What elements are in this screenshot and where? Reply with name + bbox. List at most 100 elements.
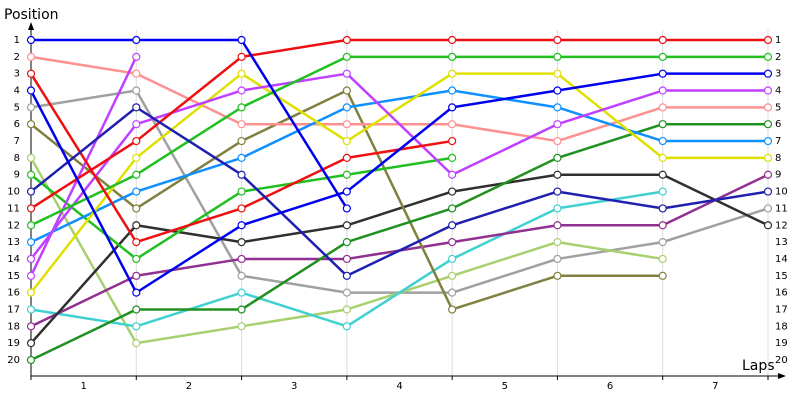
y-tick-label-right: 17 xyxy=(775,304,788,315)
position-marker xyxy=(26,187,36,196)
position-marker xyxy=(237,204,246,213)
position-marker xyxy=(132,170,141,179)
position-marker xyxy=(763,52,773,61)
position-marker xyxy=(553,153,562,162)
y-tick-label-right: 14 xyxy=(775,254,788,265)
y-tick-label-right: 16 xyxy=(775,288,788,299)
position-marker xyxy=(553,221,562,230)
position-marker xyxy=(132,187,141,196)
position-marker xyxy=(26,339,36,348)
position-marker xyxy=(237,238,246,247)
position-marker xyxy=(553,103,562,112)
position-marker xyxy=(763,170,773,179)
position-marker xyxy=(132,238,141,247)
x-tick-label: 6 xyxy=(607,381,613,392)
y-tick-label: 18 xyxy=(7,321,20,332)
position-marker xyxy=(448,103,457,112)
y-tick-label-right: 3 xyxy=(775,69,781,80)
y-tick-label: 7 xyxy=(14,136,20,147)
y-tick-label: 10 xyxy=(7,187,20,198)
position-marker xyxy=(237,103,246,112)
position-marker xyxy=(132,136,141,146)
position-marker xyxy=(237,86,246,95)
position-marker xyxy=(763,103,773,112)
position-marker xyxy=(237,322,246,331)
position-marker xyxy=(658,170,667,179)
position-marker xyxy=(26,355,36,365)
position-marker xyxy=(342,52,351,61)
position-marker xyxy=(553,254,562,264)
position-marker xyxy=(132,103,141,112)
x-tick-label: 1 xyxy=(80,381,86,392)
position-marker xyxy=(553,52,562,61)
series-line xyxy=(29,72,768,294)
position-marker xyxy=(342,69,351,78)
position-marker xyxy=(26,86,36,95)
y-tick-label-right: 12 xyxy=(775,220,788,231)
position-marker xyxy=(448,254,457,264)
position-marker xyxy=(658,52,667,61)
y-tick-label-right: 20 xyxy=(775,355,788,366)
position-marker xyxy=(763,35,773,45)
y-axis-title: Position xyxy=(4,7,59,23)
position-marker xyxy=(763,86,773,95)
position-marker xyxy=(448,271,457,280)
position-marker xyxy=(553,187,562,196)
position-marker xyxy=(132,339,141,348)
y-tick-label: 1 xyxy=(14,35,20,46)
y-tick-label: 14 xyxy=(7,254,20,265)
position-marker xyxy=(132,86,141,95)
x-axis-arrow xyxy=(778,373,786,379)
position-marker xyxy=(132,35,141,45)
position-marker xyxy=(237,288,246,297)
position-marker xyxy=(342,254,351,264)
position-marker xyxy=(342,204,351,213)
x-tick-label: 2 xyxy=(186,381,192,392)
y-tick-label-right: 18 xyxy=(775,321,788,332)
y-tick-label: 17 xyxy=(7,304,20,315)
position-marker xyxy=(237,69,246,78)
position-marker xyxy=(342,187,351,196)
position-marker xyxy=(237,254,246,264)
position-marker xyxy=(553,69,562,78)
position-marker xyxy=(132,153,141,162)
position-marker xyxy=(658,120,667,129)
position-marker xyxy=(342,103,351,112)
position-marker xyxy=(26,221,36,230)
position-marker xyxy=(342,305,351,314)
position-marker xyxy=(658,238,667,247)
y-tick-label-right: 7 xyxy=(775,136,781,147)
y-tick-label: 9 xyxy=(14,170,20,181)
position-marker xyxy=(342,120,351,129)
position-marker xyxy=(26,288,36,297)
y-tick-label: 20 xyxy=(7,355,20,366)
x-tick-label: 3 xyxy=(291,381,297,392)
series-line xyxy=(30,122,768,362)
position-marker xyxy=(763,187,773,196)
position-marker xyxy=(26,204,36,213)
position-marker xyxy=(448,136,457,146)
position-marker xyxy=(237,35,246,45)
position-marker xyxy=(132,221,141,230)
position-marker xyxy=(342,322,351,331)
position-marker xyxy=(553,86,562,95)
position-marker xyxy=(553,271,562,280)
position-marker xyxy=(448,288,457,297)
x-tick-label: 7 xyxy=(712,381,718,392)
position-marker xyxy=(237,187,246,196)
position-marker xyxy=(658,69,667,78)
position-marker xyxy=(448,238,457,247)
y-tick-label-right: 10 xyxy=(775,187,788,198)
position-marker xyxy=(553,204,562,213)
position-marker xyxy=(448,170,457,179)
y-tick-label: 11 xyxy=(7,203,20,214)
position-marker xyxy=(342,238,351,247)
position-marker xyxy=(26,52,36,61)
position-marker xyxy=(26,170,36,179)
position-marker xyxy=(342,170,351,179)
position-marker xyxy=(553,238,562,247)
position-marker xyxy=(26,120,36,129)
y-tick-label-right: 6 xyxy=(775,119,781,130)
series-line xyxy=(30,55,768,227)
y-tick-label: 13 xyxy=(7,237,20,248)
